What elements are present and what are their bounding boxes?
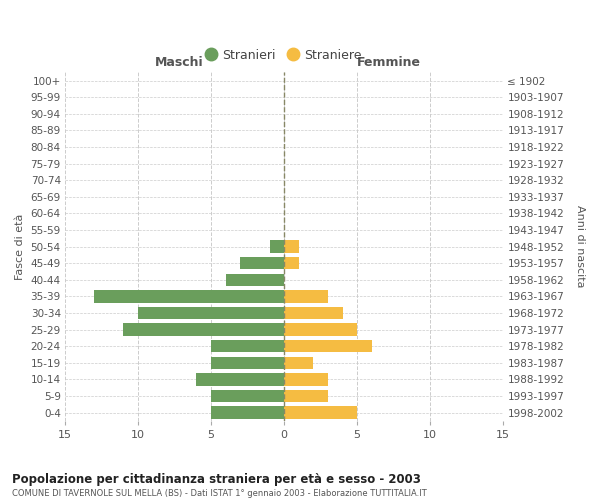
- Text: Femmine: Femmine: [357, 56, 421, 69]
- Text: COMUNE DI TAVERNOLE SUL MELLA (BS) - Dati ISTAT 1° gennaio 2003 - Elaborazione T: COMUNE DI TAVERNOLE SUL MELLA (BS) - Dat…: [12, 489, 427, 498]
- Text: Maschi: Maschi: [155, 56, 203, 69]
- Bar: [94, 290, 284, 302]
- Bar: [196, 373, 284, 386]
- Bar: [240, 257, 284, 270]
- Bar: [284, 406, 357, 419]
- Bar: [284, 240, 299, 253]
- Bar: [211, 340, 284, 352]
- Text: Popolazione per cittadinanza straniera per età e sesso - 2003: Popolazione per cittadinanza straniera p…: [12, 472, 421, 486]
- Bar: [284, 307, 343, 320]
- Bar: [226, 274, 284, 286]
- Bar: [284, 340, 372, 352]
- Bar: [284, 290, 328, 302]
- Bar: [284, 373, 328, 386]
- Bar: [284, 356, 313, 369]
- Bar: [269, 240, 284, 253]
- Y-axis label: Fasce di età: Fasce di età: [15, 214, 25, 280]
- Bar: [211, 390, 284, 402]
- Bar: [138, 307, 284, 320]
- Bar: [211, 356, 284, 369]
- Legend: Stranieri, Straniere: Stranieri, Straniere: [201, 44, 367, 66]
- Bar: [124, 324, 284, 336]
- Bar: [211, 406, 284, 419]
- Bar: [284, 257, 299, 270]
- Bar: [284, 324, 357, 336]
- Bar: [284, 390, 328, 402]
- Y-axis label: Anni di nascita: Anni di nascita: [575, 206, 585, 288]
